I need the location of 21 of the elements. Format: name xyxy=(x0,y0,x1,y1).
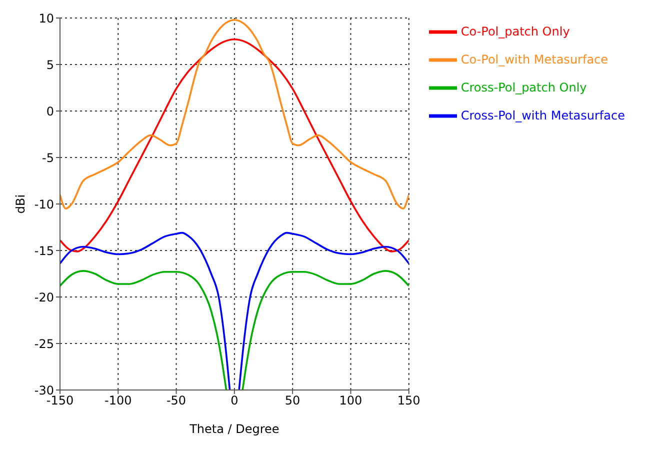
legend-label: Co-Pol_patch Only xyxy=(460,24,570,38)
y-tick-label: -15 xyxy=(34,244,54,258)
x-tick-label: -100 xyxy=(104,394,132,408)
y-tick-label: -10 xyxy=(34,197,54,212)
y-tick-label: -25 xyxy=(34,336,54,351)
y-tick-label: 10 xyxy=(38,11,54,26)
y-axis-title: dBi xyxy=(13,194,28,214)
x-tick-label: 50 xyxy=(284,394,300,408)
line-series xyxy=(60,38,409,252)
legend-label: Co-Pol_with Metasurface xyxy=(460,52,608,66)
x-tick-label: 100 xyxy=(339,394,362,408)
y-tick-label: -20 xyxy=(34,290,54,304)
legend-label: Cross-Pol_patch Only xyxy=(460,80,587,94)
legend-label: Cross-Pol_with Metasurface xyxy=(460,108,625,122)
x-tick-label: 150 xyxy=(397,394,420,408)
y-tick-label: 0 xyxy=(46,104,54,118)
y-tick-label: -5 xyxy=(42,150,54,165)
x-tick-label: 0 xyxy=(230,394,238,408)
x-tick-label: -50 xyxy=(166,394,186,408)
x-axis-title: Theta / Degree xyxy=(188,422,280,436)
y-tick-label: 5 xyxy=(46,58,54,72)
